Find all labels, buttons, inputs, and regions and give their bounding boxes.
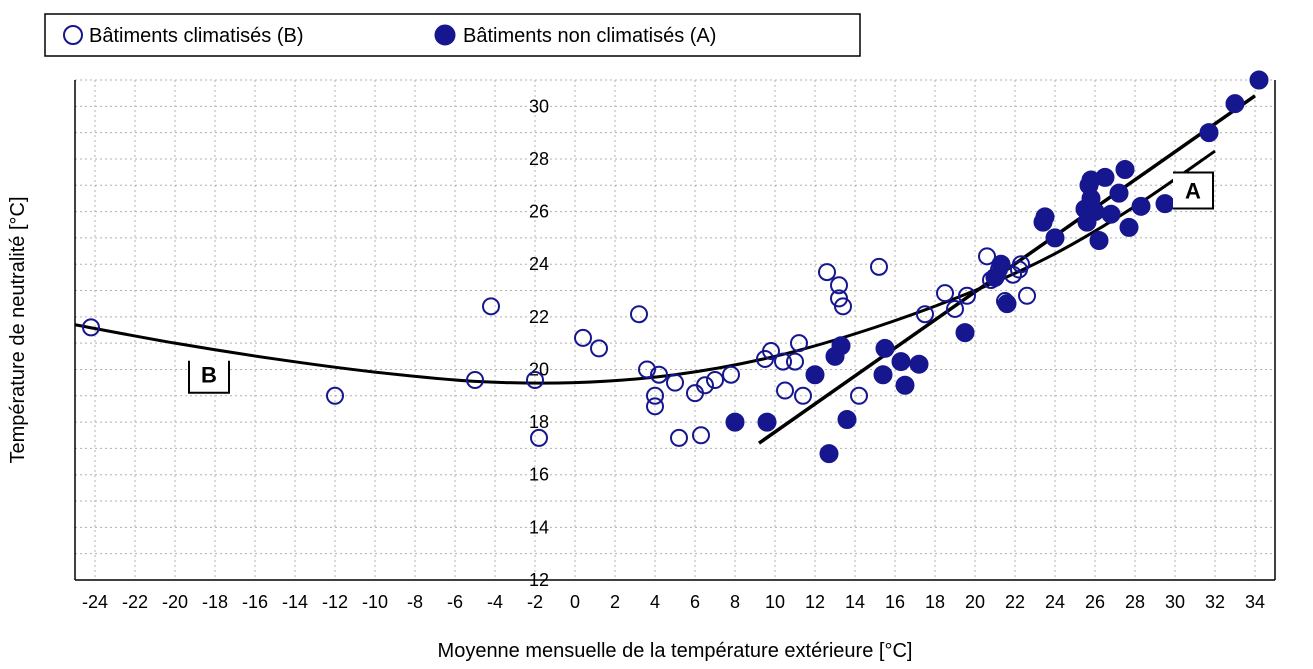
x-tick-label: 22 — [1005, 592, 1025, 612]
point-filled — [1090, 232, 1108, 250]
x-tick-label: -12 — [322, 592, 348, 612]
x-tick-label: -8 — [407, 592, 423, 612]
x-axis-label: Moyenne mensuelle de la température exté… — [438, 640, 913, 662]
point-filled — [1226, 95, 1244, 113]
annotation: B — [189, 361, 229, 393]
y-tick-label: 28 — [529, 149, 549, 169]
annotation-label: A — [1185, 179, 1201, 204]
x-tick-label: -4 — [487, 592, 503, 612]
y-tick-label: 20 — [529, 359, 549, 379]
y-tick-label: 26 — [529, 202, 549, 222]
point-filled — [1132, 197, 1150, 215]
point-filled — [992, 255, 1010, 273]
point-filled — [956, 324, 974, 342]
legend-label-open: Bâtiments climatisés (B) — [89, 25, 304, 47]
legend-marker-filled — [435, 25, 455, 45]
legend-label-filled: Bâtiments non climatisés (A) — [463, 25, 716, 47]
point-filled — [1046, 229, 1064, 247]
point-filled — [1156, 195, 1174, 213]
x-tick-label: -24 — [82, 592, 108, 612]
x-tick-label: 30 — [1165, 592, 1185, 612]
point-filled — [876, 339, 894, 357]
point-filled — [998, 295, 1016, 313]
point-filled — [1116, 160, 1134, 178]
x-tick-label: 18 — [925, 592, 945, 612]
point-filled — [892, 353, 910, 371]
x-tick-label: 2 — [610, 592, 620, 612]
point-filled — [758, 413, 776, 431]
point-filled — [820, 445, 838, 463]
y-tick-label: 14 — [529, 517, 549, 537]
x-tick-label: 28 — [1125, 592, 1145, 612]
y-tick-label: 12 — [529, 570, 549, 590]
point-filled — [832, 337, 850, 355]
x-tick-label: 26 — [1085, 592, 1105, 612]
point-filled — [1086, 203, 1104, 221]
point-filled — [806, 366, 824, 384]
x-tick-label: 32 — [1205, 592, 1225, 612]
annotation: A — [1173, 173, 1213, 209]
x-tick-label: 34 — [1245, 592, 1265, 612]
x-tick-label: 6 — [690, 592, 700, 612]
point-filled — [1120, 218, 1138, 236]
y-tick-label: 16 — [529, 465, 549, 485]
x-tick-label: -20 — [162, 592, 188, 612]
x-tick-label: -14 — [282, 592, 308, 612]
x-tick-label: 14 — [845, 592, 865, 612]
point-filled — [896, 376, 914, 394]
point-filled — [1200, 124, 1218, 142]
x-tick-label: 4 — [650, 592, 660, 612]
y-tick-label: 24 — [529, 254, 549, 274]
x-tick-label: 8 — [730, 592, 740, 612]
x-tick-label: 24 — [1045, 592, 1065, 612]
y-axis-label: Température de neutralité [°C] — [7, 196, 29, 463]
scatter-chart: -24-22-20-18-16-14-12-10-8-6-4-202468101… — [0, 0, 1313, 669]
x-tick-label: -18 — [202, 592, 228, 612]
y-tick-label: 22 — [529, 307, 549, 327]
point-filled — [874, 366, 892, 384]
point-filled — [726, 413, 744, 431]
x-tick-label: 12 — [805, 592, 825, 612]
x-tick-label: 20 — [965, 592, 985, 612]
x-tick-label: 16 — [885, 592, 905, 612]
y-tick-label: 30 — [529, 96, 549, 116]
point-filled — [1096, 168, 1114, 186]
x-tick-label: 0 — [570, 592, 580, 612]
x-tick-label: -16 — [242, 592, 268, 612]
x-tick-label: 10 — [765, 592, 785, 612]
chart-container: -24-22-20-18-16-14-12-10-8-6-4-202468101… — [0, 0, 1313, 669]
point-filled — [1102, 205, 1120, 223]
x-tick-label: -2 — [527, 592, 543, 612]
x-tick-label: -22 — [122, 592, 148, 612]
x-tick-label: -10 — [362, 592, 388, 612]
point-filled — [1110, 184, 1128, 202]
annotation-label: B — [201, 363, 217, 388]
x-tick-label: -6 — [447, 592, 463, 612]
point-filled — [1250, 71, 1268, 89]
point-filled — [1036, 208, 1054, 226]
point-filled — [910, 355, 928, 373]
point-filled — [838, 410, 856, 428]
